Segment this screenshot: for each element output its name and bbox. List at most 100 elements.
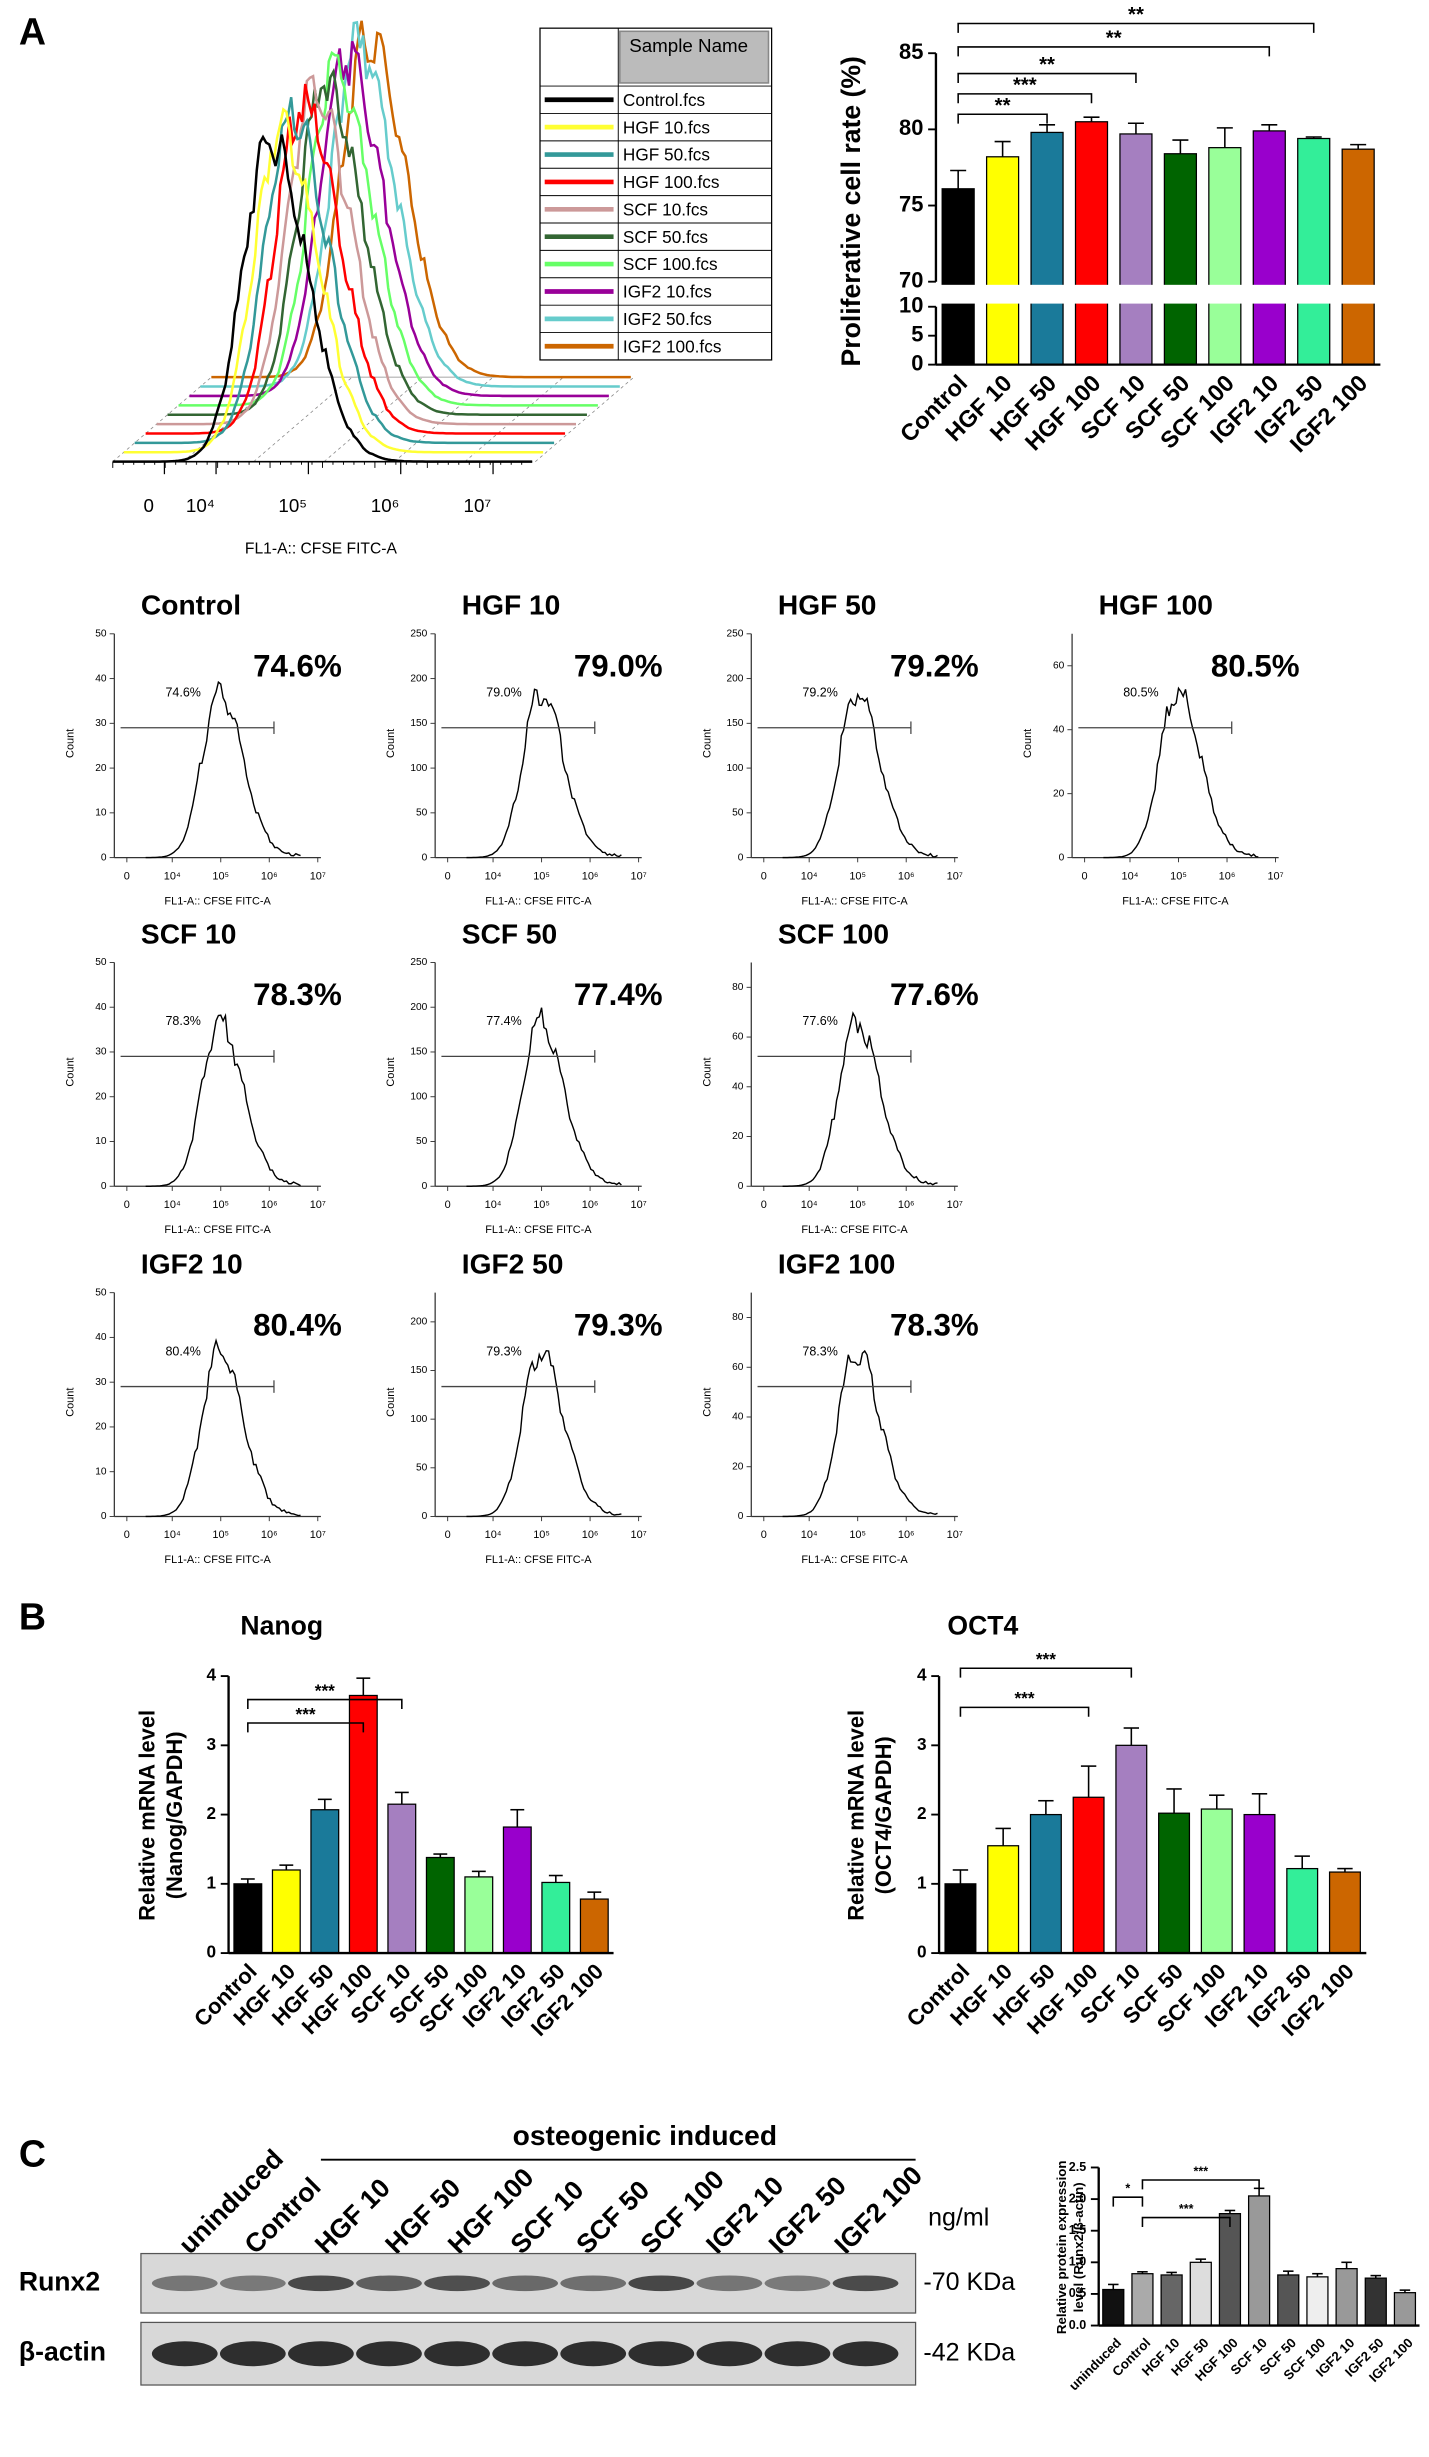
- bar: [310, 1809, 340, 1954]
- x-axis-label: FL1-A:: CFSE FITC-A: [164, 1554, 271, 1566]
- x-tick-label: 10⁴: [164, 870, 181, 882]
- error-bar: [1209, 1794, 1225, 1810]
- histogram-curve: [466, 688, 622, 859]
- row-label: β-actin: [19, 2337, 106, 2367]
- y-tick-label: 0: [206, 1942, 216, 1962]
- x-tick-label: 10⁶: [261, 1529, 278, 1541]
- x-axis-label: FL1-A:: CFSE FITC-A: [485, 1554, 592, 1566]
- error-bar: [1137, 2271, 1148, 2274]
- error-bar: [1337, 1867, 1353, 1873]
- significance-bracket: [247, 1698, 403, 1709]
- error-bar: [1224, 2209, 1236, 2214]
- floor-line: [323, 376, 423, 462]
- y-tick-label: 80: [732, 1312, 744, 1323]
- x-tick-label: 10⁷: [631, 1199, 647, 1211]
- x-axis-label: FL1-A:: CFSE FITC-A: [1122, 895, 1229, 907]
- blot-band: [832, 2341, 899, 2367]
- x-axis-label: FL1-A:: CFSE FITC-A: [485, 895, 592, 907]
- bar: [348, 1694, 378, 1954]
- bar: [1158, 1812, 1191, 1954]
- legend-label: HGF 50.fcs: [623, 145, 710, 165]
- significance-bracket: [1141, 2216, 1231, 2227]
- gate-percent: 77.6%: [890, 977, 979, 1012]
- error-bar: [995, 1827, 1011, 1846]
- histogram-curve: [178, 50, 598, 407]
- significance-label: **: [1039, 54, 1055, 76]
- axis-break-gap: [929, 284, 1387, 304]
- lane-label: HGF 10: [309, 2173, 396, 2260]
- x-tick-label: 10⁶: [898, 870, 915, 882]
- y-tick-label: 0: [422, 1181, 428, 1192]
- x-tick-label: 10⁷: [947, 870, 963, 882]
- blot-band: [832, 2275, 899, 2292]
- y-tick-label: 30: [95, 1047, 107, 1058]
- bar: [425, 1856, 455, 1954]
- significance-bracket: [957, 22, 1315, 33]
- y-tick-label: 20: [95, 1422, 107, 1433]
- x-tick-label: 10⁴: [186, 495, 215, 516]
- bar: [1306, 2276, 1329, 2327]
- x-tick-label: 0: [124, 1199, 130, 1211]
- legend-label: SCF 100.fcs: [623, 254, 718, 274]
- legend-header: [619, 30, 770, 84]
- error-bar: [394, 1791, 409, 1805]
- significance-label: ***: [1036, 1649, 1056, 1669]
- x-tick-label: 10⁷: [310, 1199, 326, 1211]
- error-bar: [240, 1878, 255, 1884]
- y-tick-label: 100: [410, 1091, 427, 1102]
- x-tick-label: 0: [144, 495, 154, 516]
- x-tick-label: 10⁴: [801, 1199, 818, 1211]
- y-axis-label: (OCT4/GAPDH): [871, 1736, 896, 1894]
- gate-percent: 78.3%: [253, 977, 342, 1012]
- histogram-curve: [200, 20, 620, 388]
- significance-bracket: [959, 1706, 1090, 1717]
- x-tick-label: 10⁵: [849, 870, 866, 882]
- gate-label: 80.4%: [165, 1344, 200, 1358]
- panel-letter: B: [19, 1596, 46, 1638]
- y-axis-label: Relative protein expression: [1054, 2160, 1069, 2334]
- y-tick-label: 200: [726, 673, 743, 684]
- y-tick-label: 150: [410, 1365, 427, 1376]
- y-tick-label: 250: [726, 628, 743, 639]
- y-axis-label: Count: [385, 1388, 397, 1417]
- blot-band: [764, 2275, 831, 2292]
- legend-label: HGF 10.fcs: [623, 117, 710, 137]
- x-tick-label: 10⁶: [582, 1199, 599, 1211]
- bar: [1102, 2288, 1125, 2327]
- significance-label: ***: [296, 1704, 316, 1724]
- gate-percent: 79.3%: [574, 1307, 663, 1342]
- bar: [1277, 2274, 1300, 2327]
- y-tick-label: 40: [732, 1081, 744, 1092]
- y-tick-label: 200: [410, 673, 427, 684]
- x-tick-label: 10⁶: [898, 1199, 915, 1211]
- x-tick-label: 10⁵: [278, 495, 307, 516]
- y-axis-label: Count: [1022, 729, 1034, 758]
- y-tick-label: 3: [206, 1734, 216, 1754]
- legend-label: SCF 10.fcs: [623, 199, 708, 219]
- y-tick-label: 50: [416, 1136, 428, 1147]
- error-bar: [1350, 143, 1367, 150]
- bar: [944, 1883, 977, 1954]
- x-tick-label: 10⁷: [631, 1529, 647, 1541]
- bar: [985, 156, 1020, 366]
- x-tick-label: 10⁴: [164, 1529, 181, 1541]
- y-tick-label: 250: [410, 957, 427, 968]
- x-tick-label: 10⁵: [849, 1529, 866, 1541]
- x-tick-label: 10⁶: [261, 1199, 278, 1211]
- error-bar: [433, 1853, 448, 1858]
- error-bar: [952, 1869, 969, 1884]
- x-tick-label: 10⁴: [801, 870, 818, 882]
- y-tick-label: 50: [95, 628, 107, 639]
- histogram-curve: [782, 1011, 938, 1187]
- y-tick-label: 150: [410, 1047, 427, 1058]
- y-tick-label: 70: [899, 267, 923, 292]
- panel-letter: C: [19, 2132, 46, 2174]
- error-bar: [1399, 2289, 1411, 2293]
- x-tick-label: 10⁷: [947, 1529, 963, 1541]
- y-tick-label: 20: [1053, 788, 1065, 799]
- y-tick-label: 4: [206, 1665, 216, 1685]
- chart-title: Nanog: [240, 1611, 323, 1641]
- x-tick-label: 10⁶: [1219, 870, 1236, 882]
- bar: [1119, 133, 1153, 366]
- y-tick-label: 2: [206, 1803, 216, 1823]
